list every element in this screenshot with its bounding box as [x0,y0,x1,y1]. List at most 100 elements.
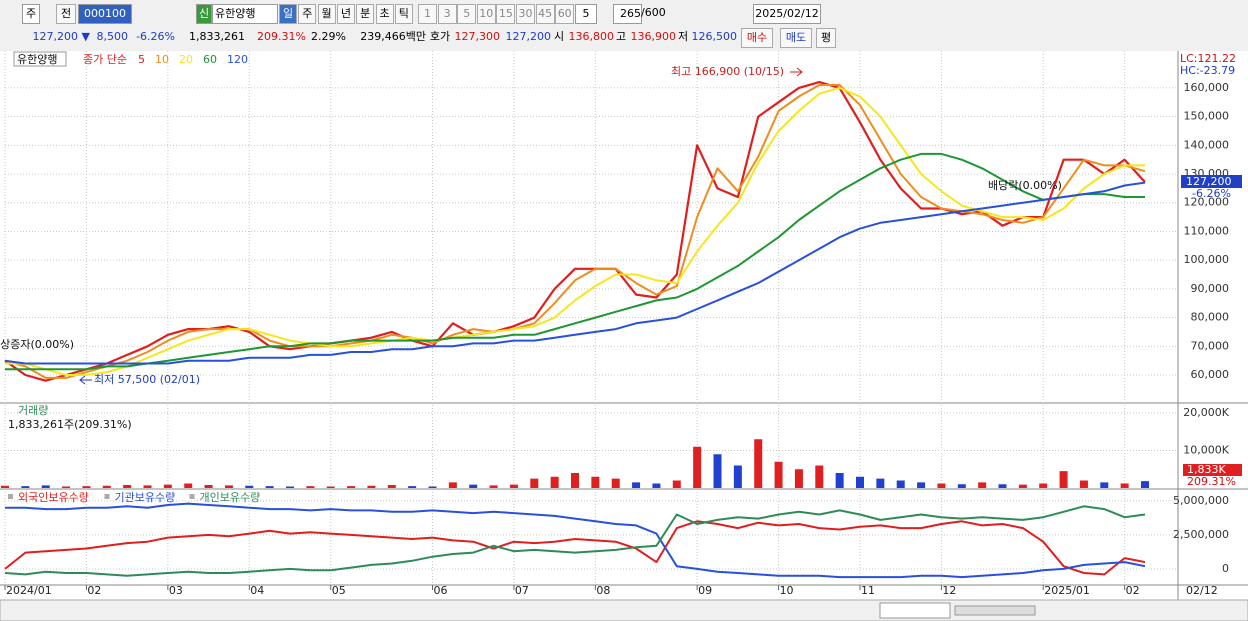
series-line [4,505,1146,577]
period-button[interactable]: 틱 [394,4,413,24]
period-button[interactable]: 월 [317,4,336,24]
volume-bar [367,485,376,488]
x-tick-label: 11 [861,584,875,597]
date-input[interactable]: 2025/02/12 [753,4,821,24]
volume-bar [632,482,641,488]
count-max: /600 [641,6,666,19]
volume-bar [428,486,437,488]
volume-bar [1018,484,1027,488]
interval-button[interactable]: 1 [418,4,437,24]
volume-bar [917,482,926,488]
series-line [5,86,1145,376]
legend-item: 기관보유수량 [115,491,176,504]
y-tick-label: 150,000 [1184,110,1230,123]
volume-bar [286,486,294,488]
legend-item: 20 [179,53,193,66]
x-tick-label: 02 [1126,584,1140,597]
volume-bar [591,476,600,488]
code-input[interactable]: 000100 [78,4,132,24]
scroll-buttons[interactable] [879,602,951,619]
annotation: 유상증자(0.00%) [0,338,74,351]
stock-name[interactable]: 유한양행 [212,4,278,24]
y-tick-label: 20,000K [1183,406,1229,419]
scroll-bar[interactable] [0,599,1248,621]
volume-bar [978,482,987,488]
scroll-thumb[interactable] [954,605,1036,616]
volume-bar [1141,481,1149,488]
period-button[interactable]: 년 [336,4,355,24]
sell-button[interactable]: 매도 [780,28,812,48]
volume-bar [1,485,9,488]
legend-item: 10 [155,53,169,66]
interval-input[interactable]: 5 [575,4,597,24]
annotation: 배당락(0.00%) [988,179,1062,192]
volume-bar [571,473,579,488]
x-tick-label: 2024/01 [6,584,52,597]
interval-button[interactable]: 3 [437,4,457,24]
volume-bar [41,485,50,488]
volume-bar [469,484,478,488]
y-tick-label: 0 [1222,562,1229,575]
volume-bar [611,478,620,488]
prev-button[interactable]: 전 [56,4,76,24]
quote-low: 126,500 [691,30,738,43]
quote-volume: 1,833,261 [189,30,245,43]
volume-bar [21,486,30,488]
interval-button[interactable]: 5 [457,4,477,24]
volume-bar [1079,480,1088,488]
series-line [4,84,1146,379]
volume-bar [835,473,844,488]
quote-turnover: 2.29% [311,30,346,43]
quote-ask-label: 호가 [429,30,451,43]
buy-button[interactable]: 매수 [741,28,773,48]
interval-button[interactable]: 45 [535,4,555,24]
volume-pct: 209.31% [1187,475,1236,488]
y-tick-label: 60,000 [1191,368,1230,381]
period-button[interactable]: 주 [298,4,317,24]
volume-bar [82,486,91,488]
volume-bar [896,480,905,488]
volume-bar [1039,483,1048,488]
y-tick-label: 2,500,000 [1173,528,1229,541]
volume-bar [957,484,966,488]
volume-bar [733,465,742,488]
period-button[interactable]: 분 [356,4,375,24]
x-tick-label: 04 [250,584,264,597]
legend-item: 외국인보유수량 [18,491,89,504]
eval-button[interactable]: 평 [816,28,836,48]
volume-bar [326,486,335,488]
quote-bid: 127,200 [505,30,552,43]
series-line [4,520,1146,576]
period-type[interactable]: 주 [22,4,40,24]
volume-bar [387,485,396,488]
x-tick-label: 07 [515,584,529,597]
y-tick-label: 90,000 [1191,282,1230,295]
count-input[interactable]: 265 [613,4,642,24]
volume-bar [347,486,356,488]
volume-current: 1,833K [1187,463,1226,476]
volume-bar [693,446,702,488]
interval-button[interactable]: 30 [516,4,535,24]
x-tick-label: 12 [942,584,956,597]
volume-bar [1120,483,1129,488]
volume-bar [754,439,763,488]
period-button[interactable]: 초 [375,4,394,24]
interval-button[interactable]: 60 [555,4,575,24]
volume-bar [62,486,71,488]
y-tick-label: 80,000 [1191,311,1230,324]
volume-bar [998,484,1007,488]
volume-bar [448,482,457,488]
volume-bar [489,485,498,488]
quote-open-label: 시 [553,30,565,43]
x-tick-label: 05 [332,584,346,597]
volume-bar [509,484,518,488]
volume-bar [102,485,111,488]
x-tick-label: 09 [698,584,712,597]
period-button[interactable]: 일 [279,4,297,24]
x-end-label: 02/12 [1186,584,1218,597]
interval-button[interactable]: 10 [476,4,496,24]
quote-open: 136,800 [568,30,615,43]
x-tick-label: 03 [169,584,183,597]
interval-button[interactable]: 15 [496,4,516,24]
